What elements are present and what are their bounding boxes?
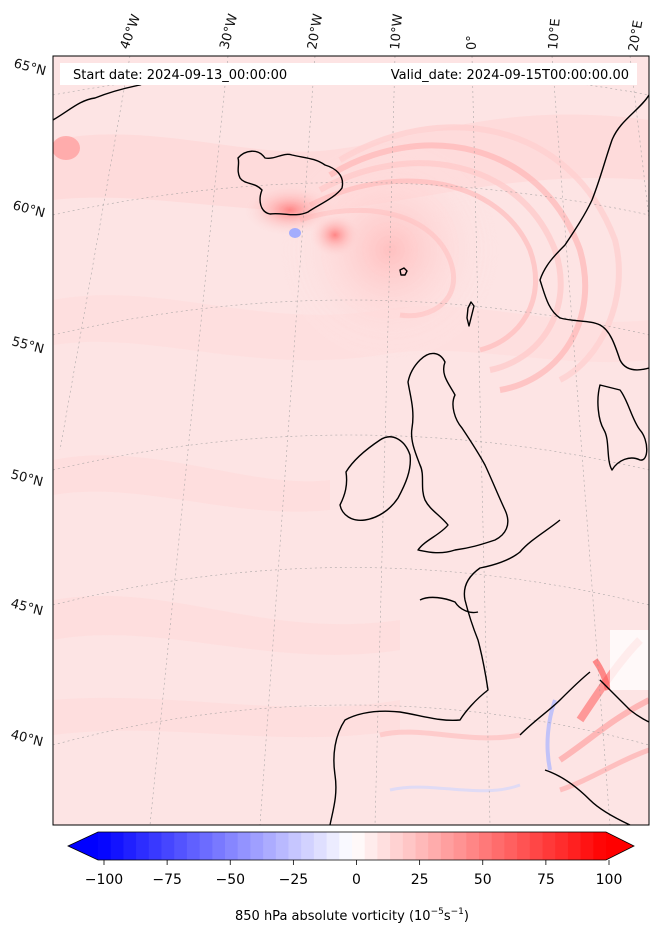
colorbar-segment (212, 832, 226, 860)
lon-label-30w: 30°W (217, 12, 241, 51)
colorbar-segment (402, 832, 416, 860)
colorbar-segment (98, 832, 112, 860)
colorbar-segments (98, 832, 607, 860)
colorbar-segment (491, 832, 505, 860)
faroe-islands (399, 267, 408, 276)
map-panel (53, 56, 649, 825)
mediterranean-coast (519, 671, 591, 736)
colorbar-extend-low (68, 832, 98, 860)
header-band (60, 63, 637, 85)
lat-label-65n: 65°N (12, 56, 48, 79)
colorbar-segment (479, 832, 493, 860)
colorbar-segment (504, 832, 518, 860)
colorbar-segment (580, 832, 594, 860)
shetland-coast (466, 301, 475, 327)
latitude-labels: 65°N 60°N 55°N 50°N 45°N 40°N (9, 56, 48, 750)
colorbar-segment (567, 832, 582, 860)
greenland-coast (53, 79, 151, 121)
colorbar-segment (110, 832, 124, 860)
colorbar-segment (555, 832, 569, 860)
colorbar-segment (352, 832, 366, 860)
colorbar-segment (428, 832, 442, 860)
brittany-coast (419, 596, 479, 614)
colorbar-title: 850 hPa absolute vorticity (10−5s−1) (235, 907, 469, 924)
colorbar-tick-label: −25 (279, 872, 309, 888)
colorbar-segment (339, 832, 353, 860)
colorbar-segment (466, 832, 480, 860)
colorbar-segment (250, 832, 264, 860)
lon-label-20e: 20°E (626, 19, 646, 52)
colorbar-segment (275, 832, 289, 860)
valid-date-label: Valid_date: 2024-09-15T00:00:00.00 (391, 68, 629, 83)
longitude-labels: 40°W 30°W 20°W 10°W 0° 10°E 20°E (118, 12, 647, 52)
colorbar-segment (288, 832, 302, 860)
colorbar-segment (313, 832, 328, 860)
colorbar-segment (440, 832, 455, 860)
colorbar-segment (453, 832, 467, 860)
colorbar-segment (542, 832, 556, 860)
iceland-coast (237, 150, 344, 216)
colorbar-segment (237, 832, 251, 860)
italy-coast (599, 679, 649, 723)
map-frame (52, 55, 650, 826)
lat-label-55n: 55°N (10, 334, 46, 357)
colorbar-outline (67, 831, 635, 861)
lon-label-10e: 10°E (546, 18, 564, 50)
colorbar-segment (263, 832, 277, 860)
colorbar-tick-label: 0 (352, 872, 361, 888)
france-iberia-coast (329, 519, 561, 825)
colorbar-segment (593, 832, 607, 860)
lat-label-40n: 40°N (9, 727, 45, 750)
colorbar-segment (390, 832, 404, 860)
ireland-coast (339, 436, 412, 522)
colorbar-tick-label: 25 (411, 872, 429, 888)
colorbar-tick-label: 50 (474, 872, 492, 888)
colorbar-segment (529, 832, 543, 860)
colorbar-segment (517, 832, 531, 860)
lat-label-60n: 60°N (11, 198, 47, 221)
colorbar-segment (225, 832, 239, 860)
colorbar-segment (377, 832, 391, 860)
colorbar-tick-label: −100 (85, 872, 123, 888)
colorbar-segment (123, 832, 137, 860)
colorbar-segment (148, 832, 162, 860)
lon-label-0: 0° (465, 35, 480, 50)
colorbar-segment (174, 832, 188, 860)
colorbar-segment (364, 832, 378, 860)
colorbar: −100 −75 −50 −25 0 25 50 75 100 850 hPa absolute… (67, 831, 635, 924)
colorbar-segment (415, 832, 429, 860)
denmark-coast (597, 384, 648, 471)
colorbar-extend-high (606, 832, 634, 860)
colorbar-segment (136, 832, 150, 860)
norway-coast (539, 94, 649, 371)
colorbar-segment (301, 832, 315, 860)
start-date-label: Start date: 2024-09-13_00:00:00 (73, 68, 287, 83)
colorbar-segment (186, 832, 201, 860)
colorbar-tick-label: −75 (152, 872, 182, 888)
colorbar-tick-label: 100 (596, 872, 623, 888)
africa-coast (544, 769, 631, 825)
graticule (53, 56, 649, 825)
colorbar-tick-label: −50 (215, 872, 245, 888)
lat-label-50n: 50°N (9, 467, 45, 490)
coastlines (53, 79, 649, 825)
colorbar-segment (326, 832, 340, 860)
colorbar-segment (161, 832, 175, 860)
colorbar-segment (199, 832, 213, 860)
colorbar-tick-label: 75 (537, 872, 555, 888)
lon-label-40w: 40°W (118, 12, 144, 51)
lon-label-20w: 20°W (305, 13, 326, 51)
lon-label-10w: 10°W (388, 13, 406, 50)
great-britain-coast (407, 352, 509, 554)
colorbar-ticks: −100 −75 −50 −25 0 25 50 75 100 (85, 860, 623, 888)
lat-label-45n: 45°N (9, 596, 45, 619)
